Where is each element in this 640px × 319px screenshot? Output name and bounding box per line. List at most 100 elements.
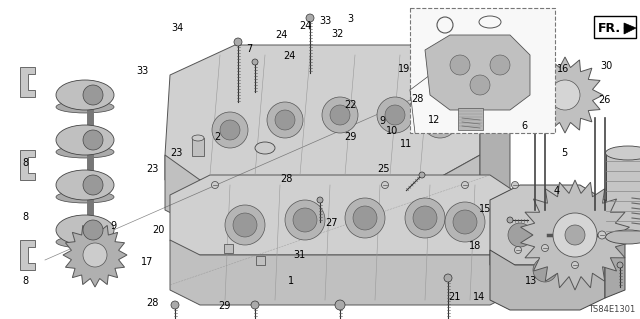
Polygon shape [605, 200, 625, 298]
Circle shape [444, 274, 452, 282]
Polygon shape [20, 240, 35, 270]
Text: 17: 17 [141, 256, 154, 267]
Ellipse shape [56, 170, 114, 200]
Circle shape [511, 182, 518, 189]
Text: 28: 28 [146, 298, 159, 308]
Circle shape [465, 62, 471, 68]
Polygon shape [480, 75, 510, 210]
Text: 32: 32 [332, 29, 344, 40]
Circle shape [598, 231, 606, 239]
Polygon shape [624, 23, 636, 34]
Circle shape [550, 80, 580, 110]
Circle shape [565, 225, 585, 245]
Text: FR.: FR. [598, 21, 621, 34]
Text: 9: 9 [380, 116, 386, 126]
Text: 4: 4 [554, 186, 560, 197]
Circle shape [335, 300, 345, 310]
Polygon shape [170, 175, 520, 255]
Circle shape [381, 182, 388, 189]
Bar [606, 153, 640, 238]
Text: 8: 8 [22, 276, 29, 286]
Text: TS84E1301: TS84E1301 [588, 305, 635, 314]
Polygon shape [20, 67, 35, 97]
Circle shape [453, 210, 477, 234]
Circle shape [617, 262, 623, 268]
Circle shape [211, 182, 218, 189]
Circle shape [293, 208, 317, 232]
Text: 13: 13 [525, 276, 538, 286]
Bar [458, 108, 483, 130]
Ellipse shape [56, 191, 114, 203]
Circle shape [317, 197, 323, 203]
Polygon shape [527, 57, 603, 133]
Text: 27: 27 [325, 218, 338, 228]
Text: 23: 23 [146, 164, 159, 174]
Circle shape [322, 97, 358, 133]
Ellipse shape [605, 146, 640, 160]
Circle shape [553, 213, 597, 257]
Circle shape [413, 206, 437, 230]
Circle shape [345, 198, 385, 238]
Text: 20: 20 [152, 225, 165, 235]
Text: 24: 24 [283, 51, 296, 61]
Bar [410, 8, 555, 133]
Text: 28: 28 [280, 174, 293, 184]
Text: 33: 33 [136, 66, 148, 76]
Circle shape [83, 175, 103, 195]
Circle shape [171, 301, 179, 309]
Text: 6: 6 [522, 121, 528, 131]
Polygon shape [165, 155, 480, 230]
Circle shape [285, 200, 325, 240]
Text: 29: 29 [218, 300, 230, 311]
Circle shape [220, 120, 240, 140]
Circle shape [445, 202, 485, 242]
Polygon shape [520, 195, 545, 290]
Ellipse shape [255, 142, 275, 154]
Text: 28: 28 [411, 94, 424, 104]
Circle shape [515, 247, 522, 254]
Text: 29: 29 [344, 132, 357, 142]
Circle shape [225, 205, 265, 245]
Ellipse shape [56, 125, 114, 155]
Text: 18: 18 [468, 241, 481, 251]
Circle shape [422, 102, 458, 138]
Circle shape [83, 85, 103, 105]
Text: 14: 14 [472, 292, 485, 302]
Text: 24: 24 [300, 20, 312, 31]
Circle shape [234, 38, 242, 46]
Circle shape [233, 213, 257, 237]
Circle shape [430, 110, 450, 130]
Circle shape [252, 59, 258, 65]
Text: 10: 10 [385, 126, 398, 136]
Text: 3: 3 [348, 13, 354, 24]
Circle shape [83, 130, 103, 150]
Polygon shape [490, 185, 605, 265]
Circle shape [212, 112, 248, 148]
Circle shape [508, 223, 532, 247]
Circle shape [377, 97, 413, 133]
Text: 9: 9 [111, 221, 117, 232]
Text: 30: 30 [600, 61, 613, 71]
Circle shape [533, 258, 557, 282]
Text: 7: 7 [246, 44, 253, 55]
Ellipse shape [56, 80, 114, 110]
Ellipse shape [56, 146, 114, 158]
Text: 19: 19 [398, 63, 411, 74]
Polygon shape [170, 240, 520, 305]
Ellipse shape [192, 135, 204, 141]
Circle shape [548, 218, 572, 242]
Circle shape [572, 262, 579, 269]
Bar [192, 138, 204, 156]
Polygon shape [63, 223, 127, 287]
Text: 22: 22 [344, 100, 357, 110]
Circle shape [415, 65, 421, 71]
Text: 5: 5 [561, 148, 568, 158]
Ellipse shape [56, 236, 114, 248]
Circle shape [251, 301, 259, 309]
Text: 23: 23 [170, 148, 182, 158]
Circle shape [385, 105, 405, 125]
Ellipse shape [605, 230, 640, 244]
Text: 12: 12 [428, 115, 440, 125]
Ellipse shape [56, 215, 114, 245]
Text: 8: 8 [22, 158, 29, 168]
